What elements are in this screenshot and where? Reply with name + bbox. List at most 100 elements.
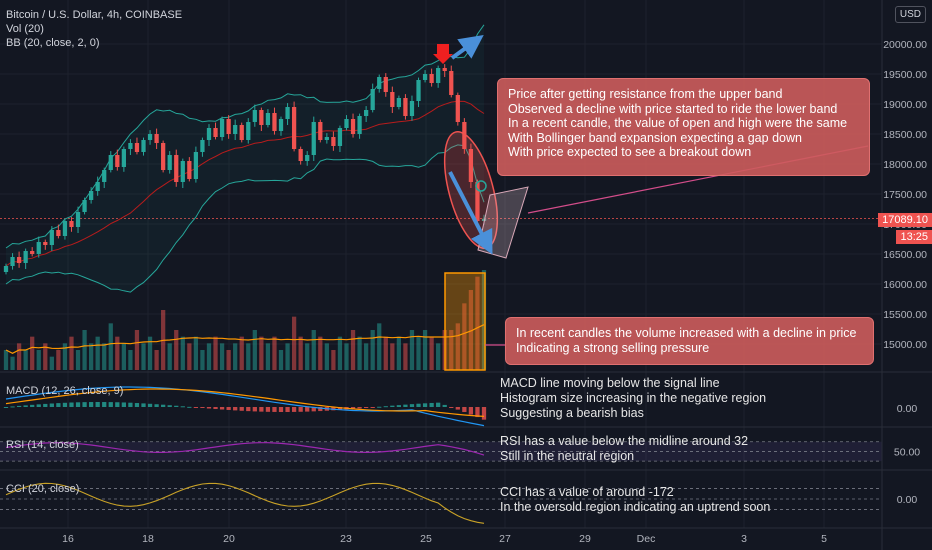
volume-bar <box>409 330 415 370</box>
main-analysis-note[interactable]: Price after getting resistance from the … <box>497 78 870 176</box>
candle-body <box>239 125 244 140</box>
volume-bar <box>278 350 284 370</box>
time-tick-label: 29 <box>579 533 591 545</box>
main-note-line: With Bollinger band expansion expecting … <box>508 130 802 145</box>
candle-body <box>311 122 316 155</box>
macd-signal-line <box>5 388 485 417</box>
volume-bar <box>272 336 277 370</box>
candle-body <box>49 230 54 245</box>
macd-histogram-bar <box>3 407 9 408</box>
volume-bar <box>311 330 316 370</box>
cci-pane: 0.00 <box>0 482 918 524</box>
candle-body <box>154 134 159 143</box>
macd-histogram-bar <box>161 404 166 407</box>
macd-pane-label[interactable]: MACD (12, 26, close, 9) <box>6 385 124 397</box>
main-note-line: With price expected to see a breakout do… <box>508 145 752 160</box>
macd-histogram-bar <box>36 404 41 407</box>
candle-body <box>442 68 447 71</box>
macd-histogram-bar <box>331 407 336 411</box>
candle-body <box>141 140 146 152</box>
time-tick-label: 18 <box>142 533 154 545</box>
volume-bar <box>436 343 441 370</box>
volume-bar <box>324 343 329 370</box>
macd-histogram-bar <box>252 407 257 412</box>
candle-body <box>468 149 474 182</box>
macd-histogram-bar <box>147 403 153 407</box>
volume-bar <box>337 336 343 370</box>
candle-body <box>56 230 61 236</box>
cci-zero-label: 0.00 <box>897 494 918 506</box>
macd-histogram-bar <box>75 402 81 407</box>
macd-histogram-bar <box>291 407 297 412</box>
time-tick-label: 5 <box>821 533 827 545</box>
rsi-pane: 50.00 <box>0 441 920 462</box>
candle-body <box>43 242 48 245</box>
rsi-analysis-note[interactable]: RSI has a value below the midline around… <box>500 434 748 464</box>
currency-button[interactable]: USD <box>894 6 926 23</box>
volume-bar <box>344 343 349 370</box>
candle-body <box>370 89 375 110</box>
volume-bar <box>390 343 395 370</box>
macd-histogram-bar <box>23 405 28 407</box>
candle-body <box>36 242 41 254</box>
macd-histogram-bar <box>278 407 284 412</box>
volume-bar <box>246 343 251 370</box>
candle-body <box>409 101 415 116</box>
price-tick-label: 20000.00 <box>883 39 927 51</box>
bollinger-indicator-label[interactable]: BB (20, close, 2, 0) <box>6 37 100 49</box>
volume-bar <box>95 336 100 370</box>
volume-bar <box>462 303 467 370</box>
macd-line <box>5 386 485 427</box>
candle-body <box>62 221 68 236</box>
time-tick-label: 16 <box>62 533 74 545</box>
candle-body <box>161 143 166 170</box>
macd-histogram-bar <box>318 407 323 412</box>
macd-histogram-bar <box>311 407 316 412</box>
macd-histogram-bar <box>259 407 264 412</box>
macd-histogram-bar <box>219 407 225 410</box>
bollinger-upper-band <box>5 24 485 249</box>
price-tick-label: 15000.00 <box>883 339 927 351</box>
volume-indicator-label[interactable]: Vol (20) <box>6 23 44 35</box>
rsi-pane-label[interactable]: RSI (14, close) <box>6 439 79 451</box>
macd-histogram-bar <box>422 403 428 407</box>
candle-countdown-tag: 13:25 <box>896 230 932 244</box>
candle-body <box>200 140 205 152</box>
volume-ma-line <box>5 324 485 354</box>
volume-note-line: Indicating a strong selling pressure <box>516 340 710 355</box>
macd-histogram-bar <box>226 407 231 410</box>
candle-body <box>134 143 140 152</box>
candle-body <box>259 110 264 125</box>
volume-bars <box>3 270 487 371</box>
macd-histogram-bar <box>141 403 146 407</box>
cci-analysis-note[interactable]: CCI has a value of around -172 In the ov… <box>500 485 770 515</box>
volume-analysis-note[interactable]: In recent candles the volume increased w… <box>505 317 874 365</box>
volume-bar <box>429 336 434 370</box>
price-tick-label: 18500.00 <box>883 129 927 141</box>
macd-histogram-bar <box>187 406 192 408</box>
volume-bar <box>416 336 421 370</box>
candle-body <box>285 107 290 119</box>
candle-body <box>10 257 15 266</box>
macd-histogram-bar <box>298 407 303 412</box>
candle-body <box>272 113 277 131</box>
macd-note-line: Histogram size increasing in the negativ… <box>500 391 767 405</box>
cci-note-line: CCI has a value of around -172 <box>500 485 674 499</box>
cci-pane-label[interactable]: CCI (20, close) <box>6 483 80 495</box>
candle-body <box>422 74 428 80</box>
volume-bar <box>10 356 15 370</box>
price-tick-label: 19000.00 <box>883 99 927 111</box>
macd-histogram-bar <box>233 407 238 411</box>
candle-body <box>481 218 487 221</box>
macd-histogram-bar <box>102 402 107 407</box>
candle-body <box>429 74 434 83</box>
macd-histogram-bar <box>69 402 74 407</box>
candle-body <box>475 182 480 221</box>
macd-histogram-bar <box>62 402 68 407</box>
price-tick-label: 16000.00 <box>883 279 927 291</box>
candle-body <box>180 161 185 182</box>
macd-analysis-note[interactable]: MACD line moving below the signal line H… <box>500 376 766 421</box>
macd-histogram-bar <box>82 402 87 407</box>
macd-histogram-bar <box>154 404 159 407</box>
time-tick-label: 27 <box>499 533 511 545</box>
